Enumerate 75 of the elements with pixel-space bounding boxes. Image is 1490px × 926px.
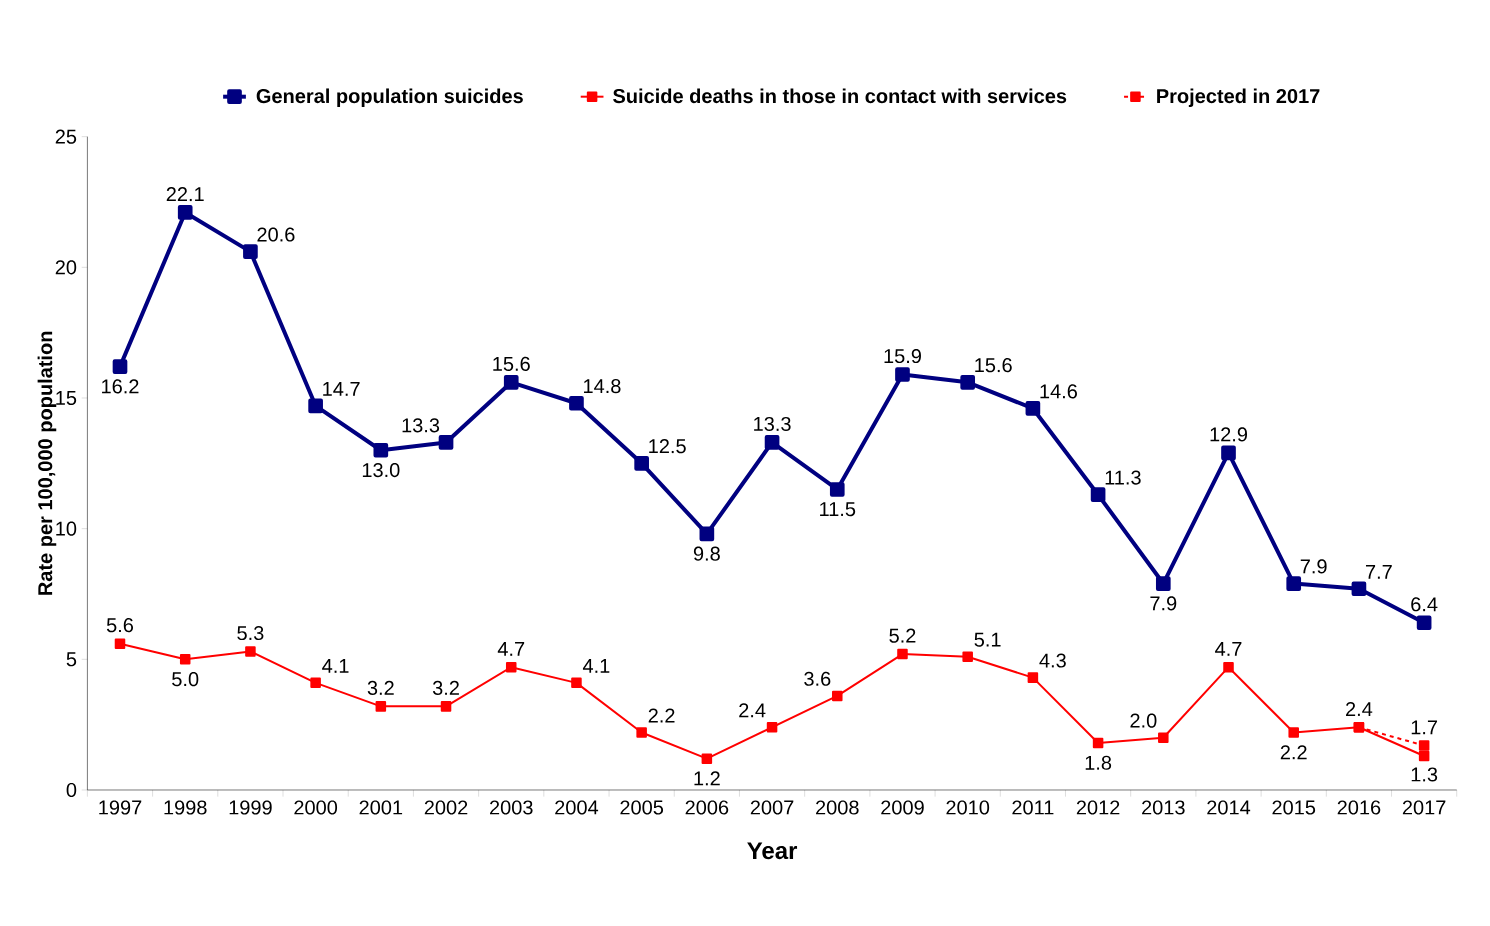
data-label: 1.2	[694, 771, 720, 786]
data-label: 5.6	[106, 618, 134, 633]
data-label: 1.8	[1085, 755, 1112, 770]
data-label: 2.0	[1130, 713, 1157, 728]
data-label: 2.4	[739, 703, 766, 718]
x-tick-label: 2017	[1402, 800, 1446, 815]
data-label: 3.6	[804, 671, 831, 686]
legend-label: Suicide deaths in those in contact with services	[613, 88, 1067, 104]
data-label: 7.9	[1300, 559, 1327, 574]
x-tick-label: 2009	[881, 800, 924, 815]
legend-label: General population suicides	[256, 88, 523, 108]
data-label: 5.2	[889, 628, 916, 643]
data-label: 11.5	[820, 502, 856, 517]
data-label: 12.5	[649, 439, 686, 454]
x-tick-label: 2002	[424, 800, 468, 815]
legend-label: Projected in 2017	[1157, 88, 1320, 108]
x-tick-label: 1997	[99, 800, 142, 815]
y-tick-label: 20	[55, 260, 77, 275]
data-label: 14.7	[323, 382, 360, 396]
x-tick-label: 2016	[1337, 800, 1381, 815]
x-tick-label: 2014	[1207, 800, 1251, 815]
y-tick-label: 5	[66, 652, 77, 667]
x-tick-label: 2001	[359, 800, 403, 815]
data-label: 3.2	[432, 680, 459, 695]
x-tick-label: 2013	[1142, 800, 1185, 815]
data-label: 5.1	[974, 632, 1001, 647]
data-label: 15.6	[975, 358, 1012, 373]
x-axis-title: Year	[747, 842, 798, 860]
data-label: 15.9	[884, 348, 921, 364]
x-tick-label: 2011	[1012, 800, 1054, 815]
data-label: 5.3	[237, 625, 264, 641]
data-label: 2.4	[1346, 701, 1373, 716]
data-label: 13.3	[754, 416, 791, 432]
y-axis-title: Rate per 100,000 population	[37, 331, 57, 595]
data-label: 1.3	[1411, 767, 1438, 782]
x-tick-label: 2008	[816, 800, 859, 815]
x-tick-label: 2000	[294, 800, 338, 815]
y-tick-label: 0	[66, 782, 77, 798]
x-tick-label: 2003	[490, 800, 533, 815]
x-tick-label: 2010	[946, 800, 990, 815]
data-label: 9.8	[693, 546, 720, 561]
data-label: 4.7	[1215, 642, 1242, 656]
data-label: 14.6	[1040, 384, 1077, 399]
y-tick-label: 25	[55, 129, 77, 144]
data-label: 20.6	[257, 227, 295, 242]
x-tick-label: 2005	[620, 800, 664, 815]
data-label: 4.1	[322, 659, 349, 673]
y-tick-label: 10	[56, 521, 77, 536]
x-tick-label: 2006	[685, 800, 729, 815]
data-label: 16.2	[102, 379, 139, 394]
data-label: 15.6	[493, 356, 530, 371]
x-tick-label: 1999	[229, 800, 272, 815]
data-label: 7.7	[1365, 564, 1392, 579]
data-label: 6.4	[1411, 597, 1438, 612]
data-label: 11.3	[1105, 470, 1141, 485]
data-label: 1.7	[1411, 720, 1438, 735]
data-label: 12.9	[1210, 427, 1248, 442]
data-label: 4.3	[1039, 653, 1066, 668]
x-tick-label: 1998	[164, 800, 207, 815]
data-label: 4.1	[582, 659, 610, 673]
data-label: 2.2	[1280, 745, 1307, 760]
data-label: 5.0	[172, 672, 199, 687]
data-label: 13.3	[402, 418, 440, 433]
data-label: 7.9	[1150, 596, 1177, 611]
y-tick-label: 15	[56, 391, 77, 405]
data-label: 4.7	[497, 642, 525, 656]
data-label: 3.2	[367, 680, 394, 695]
data-label: 22.1	[166, 187, 204, 202]
data-label: 2.2	[648, 708, 675, 723]
data-label: 14.8	[584, 379, 621, 394]
data-label: 13.0	[362, 462, 400, 478]
x-tick-label: 2015	[1272, 800, 1316, 815]
x-tick-label: 2012	[1076, 800, 1120, 815]
x-tick-label: 2004	[555, 800, 599, 815]
x-tick-label: 2007	[750, 800, 794, 815]
